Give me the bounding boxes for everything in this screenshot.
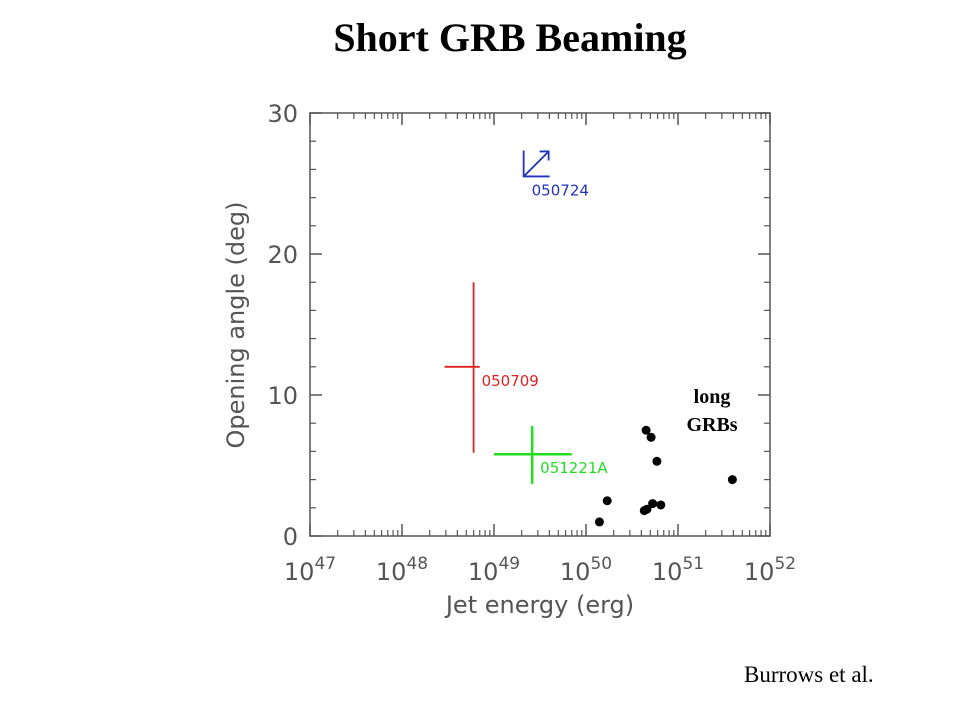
long-grb-point <box>642 504 652 514</box>
x-tick-label: 1048 <box>376 554 428 586</box>
y-axis-label: Opening angle (deg) <box>222 201 250 448</box>
x-tick-label-exponent: 48 <box>406 554 428 574</box>
long-grb-point <box>602 496 612 506</box>
slide-title: Short GRB Beaming <box>333 15 687 60</box>
x-tick-label: 1047 <box>284 554 336 586</box>
long-grbs-label-line2: GRBs <box>686 414 737 436</box>
x-tick-label-base: 10 <box>744 558 775 586</box>
long-grb-point <box>648 499 658 509</box>
long-grb-point <box>727 475 737 485</box>
long-grb-point <box>652 456 662 466</box>
x-tick-label: 1051 <box>652 554 704 586</box>
x-tick-label-exponent: 47 <box>314 554 336 574</box>
grb-050724-limit-arrow-shaft <box>523 151 549 178</box>
long-grbs-label-line1: long <box>694 386 731 408</box>
y-tick-label: 0 <box>283 523 298 551</box>
x-tick-label-base: 10 <box>468 558 499 586</box>
long-grb-point <box>646 432 656 442</box>
x-tick-label-base: 10 <box>376 558 407 586</box>
x-tick-label: 1052 <box>744 554 796 586</box>
long-grb-point <box>594 517 604 527</box>
grb-050724-limit-arrow-head <box>539 150 550 161</box>
x-tick-label-exponent: 51 <box>682 554 704 574</box>
grb-051221A-label: 051221A <box>540 459 608 477</box>
x-tick-label-base: 10 <box>652 558 683 586</box>
grb-050724-label: 050724 <box>532 181 589 199</box>
long-grb-point <box>656 500 666 510</box>
y-tick-label: 30 <box>267 100 298 128</box>
x-tick-label-base: 10 <box>560 558 591 586</box>
x-tick-label-exponent: 49 <box>498 554 520 574</box>
y-tick-label: 10 <box>267 382 298 410</box>
credit-text: Burrows et al. <box>744 662 874 687</box>
plot-frame <box>309 112 771 537</box>
x-axis-label: Jet energy (erg) <box>444 591 634 619</box>
y-tick-label: 20 <box>267 241 298 269</box>
x-tick-label: 1050 <box>560 554 612 586</box>
long-grb-point <box>641 425 651 435</box>
x-tick-label: 1049 <box>468 554 520 586</box>
x-tick-label-exponent: 50 <box>590 554 612 574</box>
x-tick-label-base: 10 <box>284 558 315 586</box>
grb-050709-label: 050709 <box>482 372 539 390</box>
chart-marks: 050724 050709 051221A long GRBs <box>444 150 738 527</box>
x-tick-label-exponent: 52 <box>774 554 796 574</box>
